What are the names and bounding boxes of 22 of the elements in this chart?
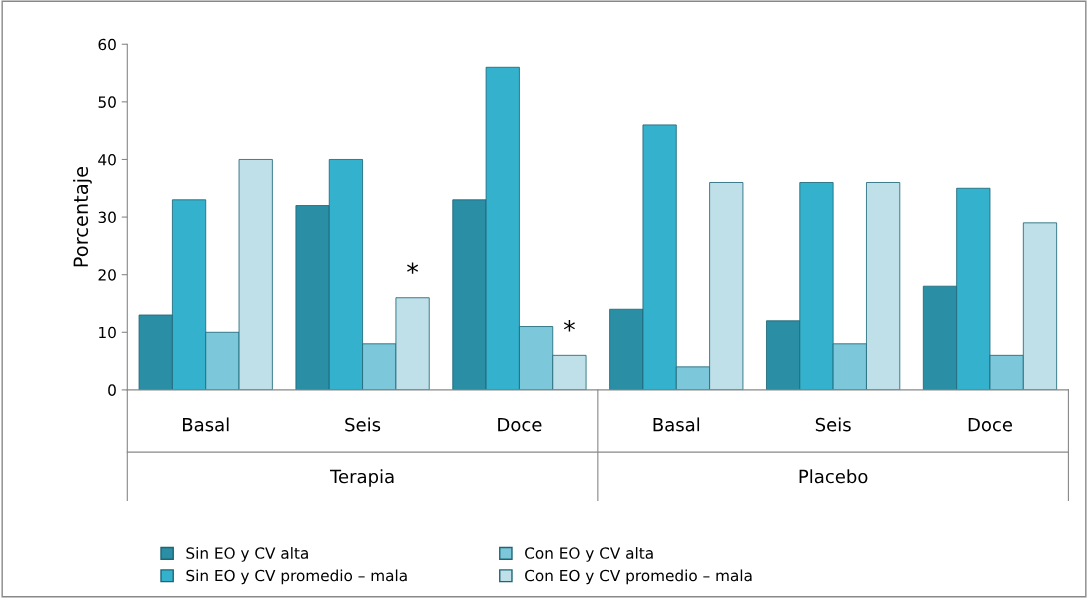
y-axis-title: Porcentaje <box>73 166 92 267</box>
y-tick-label: 60 <box>98 38 116 51</box>
x-tick-label: Seis <box>345 417 381 432</box>
x-tick-label: Basal <box>653 417 700 432</box>
y-tick-label: 0 <box>108 384 116 396</box>
x-tick-label: Doce <box>968 418 1013 432</box>
legend-label: Con EO y CV promedio – mala <box>525 569 752 585</box>
legend-label: Sin EO y CV alta <box>186 547 308 562</box>
y-tick-label: 50 <box>98 96 116 108</box>
x-tick-label: Doce <box>498 418 542 432</box>
text: Terapia <box>329 469 394 487</box>
text: Placebo <box>799 469 868 484</box>
x-tick-label: Seis <box>815 417 851 432</box>
x-tick-label: Basal <box>183 417 229 432</box>
annotation: * <box>563 320 575 332</box>
legend-label: Sin EO y CV promedio – mala <box>186 569 407 585</box>
y-tick-label: 30 <box>98 211 116 224</box>
y-tick-label: 40 <box>98 153 116 166</box>
annotation: * <box>407 262 419 274</box>
legend-label: Con EO y CV alta <box>525 547 653 562</box>
y-tick-label: 20 <box>98 269 116 281</box>
y-tick-label: 10 <box>99 326 116 339</box>
